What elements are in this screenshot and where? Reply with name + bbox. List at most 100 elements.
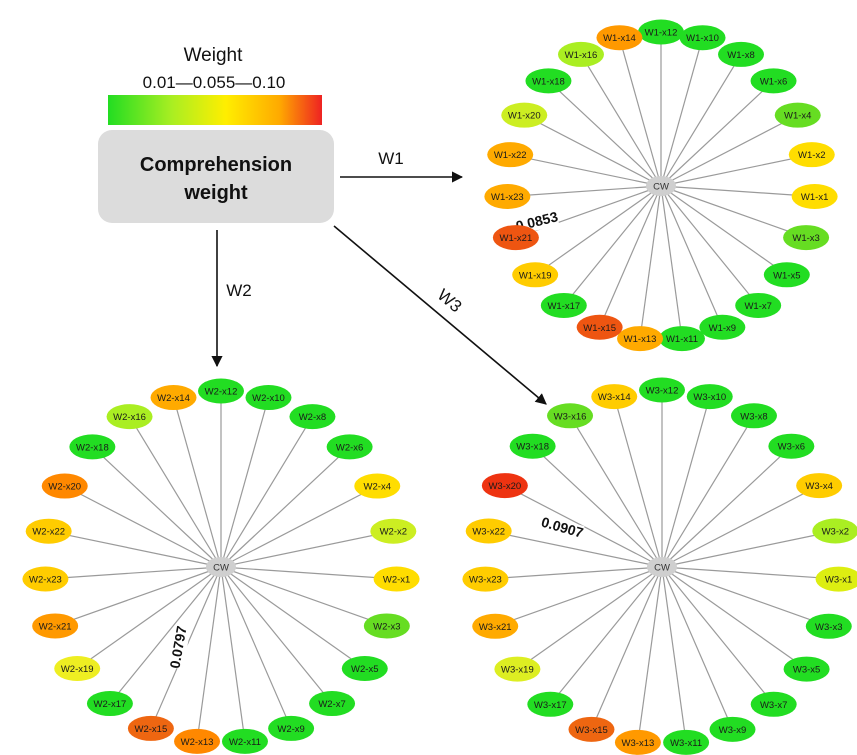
node-label: W1-x7 (744, 301, 771, 312)
node-label: W2-x23 (29, 575, 62, 586)
node-label: W3-x1 (825, 575, 852, 586)
node-w2-x9 (268, 715, 315, 741)
node-label: W3-x19 (501, 665, 534, 676)
edge-w1-x16 (580, 54, 662, 187)
edge-w2-x23 (45, 566, 222, 580)
edge-w3-x19 (517, 566, 663, 670)
node-w3-x12 (639, 377, 685, 403)
node-w2-x4 (354, 473, 401, 499)
highlight-weight-label: 0.0797 (166, 624, 189, 669)
node-w3-x17 (527, 691, 574, 717)
edge-w3-x5 (661, 566, 807, 670)
edge-w1-x13 (639, 185, 662, 339)
node-label: W3-x21 (479, 622, 512, 633)
node-w2-x6 (326, 434, 373, 460)
node-w3-x3 (805, 613, 852, 639)
edge-w1-x23 (507, 185, 662, 198)
node-w3-x23 (462, 566, 509, 592)
node-label: W1-x1 (801, 192, 828, 203)
edge-w2-x14 (172, 397, 222, 568)
node-w2-x10 (245, 385, 292, 411)
edge-w1-x3 (660, 185, 807, 239)
edge-w1-x20 (523, 114, 662, 187)
edge-w3-x11 (661, 566, 687, 743)
node-label: W3-x16 (554, 411, 587, 422)
node-label: W2-x5 (351, 664, 378, 675)
edge-w2-x21 (54, 566, 222, 627)
node-w2-x5 (341, 655, 388, 681)
edge-w2-x19 (76, 566, 222, 669)
node-label: W2-x18 (76, 442, 109, 453)
edge-w3-x18 (532, 445, 663, 568)
node-label: W1-x18 (532, 76, 565, 87)
node-w1-x17 (540, 292, 587, 318)
node-w1-x11 (658, 326, 705, 352)
node-w2-x7 (309, 691, 356, 717)
node-label: W1-x21 (500, 233, 533, 244)
edge-w1-x22 (510, 154, 662, 187)
edge-w1-x14 (618, 37, 662, 187)
node-w2-x22 (25, 518, 72, 544)
hub-node (646, 176, 676, 196)
hub-node (206, 557, 236, 577)
edge-w3-x1 (661, 566, 839, 580)
node-w2-x15 (127, 715, 174, 741)
node-label: W3-x17 (534, 700, 567, 711)
node-w3-x15 (568, 716, 615, 742)
edge-w2-x17 (109, 566, 222, 704)
node-w1-x15 (576, 314, 623, 340)
edge-w3-x23 (485, 566, 663, 580)
node-w2-x20 (41, 473, 88, 499)
node-label: W1-x19 (519, 270, 552, 281)
node-label: W3-x13 (622, 738, 655, 749)
node-label: W2-x9 (277, 724, 304, 735)
node-w2-x21 (32, 613, 79, 639)
edge-w1-x1 (660, 185, 815, 198)
edge-w1-x9 (660, 185, 723, 328)
node-label: W2-x19 (61, 664, 94, 675)
comprehension-weight-box: Comprehension weight (98, 130, 334, 223)
node-label: W3-x14 (598, 392, 631, 403)
edge-w3-x2 (661, 530, 836, 568)
node-w1-x13 (617, 326, 664, 352)
edge-w3-x8 (661, 415, 755, 568)
edge-w2-x10 (220, 397, 270, 568)
node-label: W3-x18 (516, 442, 549, 453)
edge-w2-x22 (48, 530, 222, 568)
node-label: W3-x9 (719, 725, 746, 736)
node-w3-x18 (509, 433, 556, 459)
node-w1-x5 (763, 262, 810, 288)
node-w2-x13 (174, 728, 221, 754)
hub-label: CW (654, 563, 670, 574)
edge-w1-x18 (548, 80, 662, 187)
edge-w2-x20 (64, 485, 222, 568)
node-label: W1-x22 (494, 150, 527, 161)
edge-w1-x7 (660, 185, 759, 306)
edge-w3-x17 (549, 566, 663, 705)
node-label: W2-x12 (205, 387, 238, 398)
node-label: W3-x8 (740, 411, 767, 422)
node-w3-x6 (768, 433, 815, 459)
node-w2-x11 (221, 728, 268, 754)
edge-w1-x8 (660, 54, 742, 187)
node-w1-x1 (791, 184, 838, 210)
node-w1-x7 (735, 292, 782, 318)
node-label: W3-x4 (805, 481, 832, 492)
edge-w3-x15 (590, 566, 663, 730)
node-label: W3-x10 (693, 392, 726, 403)
node-label: W3-x22 (472, 526, 505, 537)
arrow-w3-label: W3 (434, 285, 466, 316)
edge-w2-x9 (220, 566, 292, 729)
arrow-w3 (333, 225, 547, 405)
network-w1: 0.0853CWW1-x12W1-x10W1-x8W1-x6W1-x4W1-x2… (484, 19, 838, 352)
node-w1-x21 (492, 225, 539, 251)
highlight-label-background (539, 514, 585, 542)
edge-w3-x21 (495, 566, 663, 627)
network-w2: 0.0797 CW W2-x12 W2-x10 W2-x8 W2-x6 W2-x4 W2-x2… (22, 378, 420, 754)
node-w1-x14 (596, 25, 643, 51)
box-title-line2: weight (183, 182, 248, 204)
box-title-line1: Comprehension (140, 154, 292, 176)
node-w3-x8 (730, 403, 777, 429)
node-label: W3-x12 (646, 386, 679, 397)
node-label: W2-x1 (383, 575, 410, 586)
